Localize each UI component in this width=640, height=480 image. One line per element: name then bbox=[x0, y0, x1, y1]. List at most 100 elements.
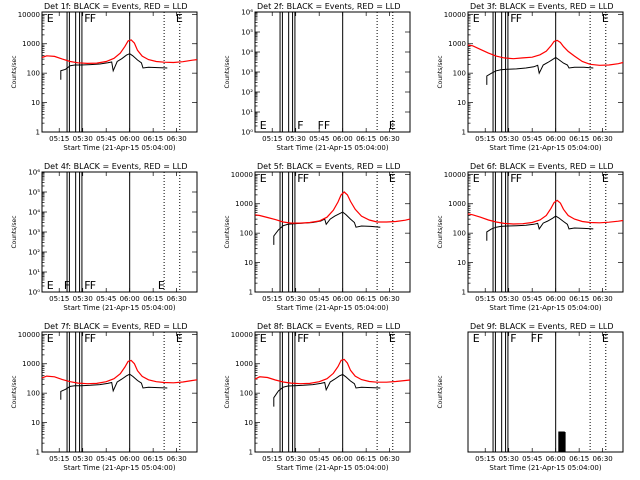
y-tick-label: 100 bbox=[240, 390, 253, 398]
lld-series-line bbox=[41, 359, 198, 385]
flag-label: E bbox=[260, 119, 267, 132]
x-tick-label: 05:15 bbox=[262, 135, 282, 143]
flag-label: F bbox=[516, 172, 522, 185]
flag-label: E bbox=[473, 12, 480, 25]
flag-label: F bbox=[84, 332, 90, 345]
flag-label: E bbox=[260, 332, 267, 345]
plot-title: Det 2f: BLACK = Events, RED = LLD bbox=[257, 2, 401, 11]
x-axis-label: Start Time (21-Apr-15 05:04:00) bbox=[63, 304, 175, 312]
flag-label: F bbox=[537, 332, 543, 345]
plot-frame bbox=[254, 331, 411, 453]
x-tick-label: 05:45 bbox=[522, 295, 542, 303]
x-tick-label: 06:00 bbox=[546, 135, 566, 143]
y-tick-label: 10 bbox=[244, 259, 253, 267]
x-axis-label: Start Time (21-Apr-15 05:04:00) bbox=[489, 464, 601, 472]
x-tick-label: 06:30 bbox=[167, 135, 187, 143]
y-tick-label: 10² bbox=[28, 249, 40, 257]
flag-label: F bbox=[297, 119, 303, 132]
x-tick-label: 06:30 bbox=[593, 295, 613, 303]
flag-label: F bbox=[510, 12, 516, 25]
flag-label: E bbox=[389, 332, 396, 345]
detector-panel-5: Det 5f: BLACK = Events, RED = LLD 05:15 05… bbox=[224, 162, 411, 312]
plot-frame bbox=[41, 171, 198, 293]
flag-label: E bbox=[602, 332, 609, 345]
x-tick-label: 05:45 bbox=[309, 135, 329, 143]
detector-panel-8: Det 8f: BLACK = Events, RED = LLD 05:15 05… bbox=[224, 322, 411, 472]
y-tick-label: 1000 bbox=[22, 40, 40, 48]
y-tick-label: 10¹ bbox=[28, 269, 40, 277]
x-axis-label: Start Time (21-Apr-15 05:04:00) bbox=[489, 144, 601, 152]
x-tick-label: 05:15 bbox=[475, 135, 495, 143]
y-tick-label: 10² bbox=[241, 89, 253, 97]
detector-panel-2: Det 2f: BLACK = Events, RED = LLD 05:15 05… bbox=[224, 2, 411, 152]
x-tick-label: 06:00 bbox=[333, 455, 353, 463]
events-series-line bbox=[273, 373, 381, 407]
x-axis-label: Start Time (21-Apr-15 05:04:00) bbox=[276, 464, 388, 472]
x-tick-label: 06:00 bbox=[120, 455, 140, 463]
y-tick-label: 10000 bbox=[18, 11, 40, 19]
flag-label: F bbox=[90, 332, 96, 345]
x-tick-label: 06:00 bbox=[546, 295, 566, 303]
flag-label: E bbox=[47, 279, 54, 292]
x-tick-label: 05:15 bbox=[262, 455, 282, 463]
plot-frame bbox=[254, 11, 411, 133]
y-tick-label: 1 bbox=[36, 129, 40, 137]
x-tick-label: 06:30 bbox=[380, 455, 400, 463]
x-tick-label: 06:15 bbox=[143, 455, 163, 463]
y-tick-label: 1000 bbox=[22, 360, 40, 368]
x-tick-label: 06:30 bbox=[167, 295, 187, 303]
y-tick-label: 10⁴ bbox=[241, 49, 253, 57]
y-tick-label: 1000 bbox=[235, 360, 253, 368]
x-tick-label: 05:15 bbox=[475, 455, 495, 463]
detector-panel-1: Det 1f: BLACK = Events, RED = LLD 05:15 05… bbox=[11, 2, 198, 152]
plot-frame bbox=[41, 331, 198, 453]
x-tick-label: 06:30 bbox=[167, 455, 187, 463]
flag-label: E bbox=[158, 279, 165, 292]
y-tick-label: 10⁰ bbox=[241, 129, 253, 137]
detector-panel-9: Det 9f: BLACK = Events, RED = LLD 05:15 05… bbox=[437, 322, 624, 472]
x-tick-label: 06:30 bbox=[380, 295, 400, 303]
y-tick-label: 10⁰ bbox=[28, 289, 40, 297]
flag-label: E bbox=[602, 172, 609, 185]
x-tick-label: 05:45 bbox=[309, 455, 329, 463]
y-tick-label: 10 bbox=[244, 419, 253, 427]
flag-label: E bbox=[602, 12, 609, 25]
events-series-line bbox=[486, 215, 594, 241]
y-tick-label: 10³ bbox=[28, 229, 40, 237]
y-axis-label: Counts/sec bbox=[224, 215, 231, 248]
detector-panel-3: Det 3f: BLACK = Events, RED = LLD 05:15 05… bbox=[437, 2, 624, 152]
y-axis-label: Counts/sec bbox=[437, 215, 444, 248]
y-tick-label: 10⁴ bbox=[28, 209, 40, 217]
y-tick-label: 10 bbox=[31, 99, 40, 107]
plot-frame bbox=[41, 11, 198, 133]
detector-panel-4: Det 4f: BLACK = Events, RED = LLD 05:15 05… bbox=[11, 162, 198, 312]
x-tick-label: 06:30 bbox=[380, 135, 400, 143]
lld-series-line bbox=[467, 199, 624, 225]
flag-label: F bbox=[531, 332, 537, 345]
x-tick-label: 05:45 bbox=[309, 295, 329, 303]
y-tick-label: 100 bbox=[240, 230, 253, 238]
plot-title: Det 9f: BLACK = Events, RED = LLD bbox=[470, 322, 614, 331]
x-tick-label: 06:00 bbox=[120, 135, 140, 143]
x-tick-label: 06:15 bbox=[356, 455, 376, 463]
x-tick-label: 05:15 bbox=[49, 455, 69, 463]
plot-frame bbox=[254, 171, 411, 293]
x-tick-label: 06:15 bbox=[569, 135, 589, 143]
flag-label: F bbox=[516, 12, 522, 25]
x-tick-label: 05:45 bbox=[96, 295, 116, 303]
y-tick-label: 10000 bbox=[18, 331, 40, 339]
y-tick-label: 10000 bbox=[444, 11, 466, 19]
x-axis-label: Start Time (21-Apr-15 05:04:00) bbox=[63, 464, 175, 472]
flag-label: F bbox=[510, 172, 516, 185]
x-tick-label: 06:15 bbox=[356, 295, 376, 303]
y-axis-label: Counts/sec bbox=[11, 55, 18, 88]
x-tick-label: 06:15 bbox=[569, 455, 589, 463]
flag-label: E bbox=[47, 332, 54, 345]
detector-panel-7: Det 7f: BLACK = Events, RED = LLD 05:15 05… bbox=[11, 322, 198, 472]
events-series-line bbox=[60, 53, 168, 80]
y-tick-label: 10¹ bbox=[241, 109, 253, 117]
y-tick-label: 10⁵ bbox=[241, 29, 253, 37]
y-tick-label: 10000 bbox=[231, 171, 253, 179]
y-tick-label: 10⁵ bbox=[28, 189, 40, 197]
